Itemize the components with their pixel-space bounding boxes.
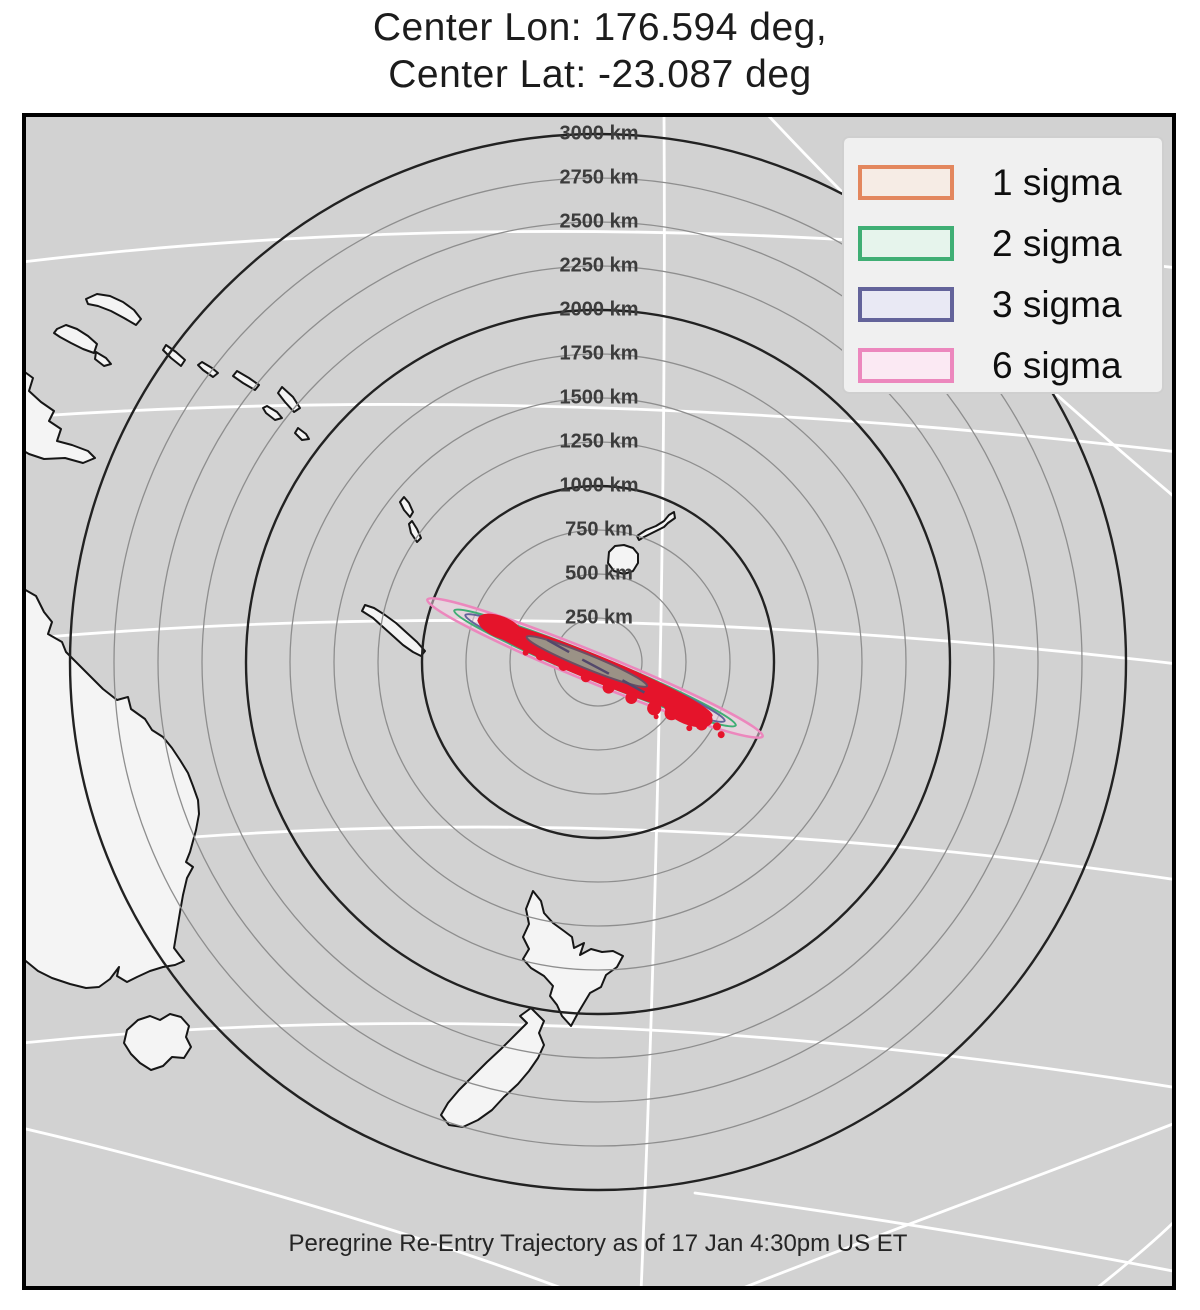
parallel-line (693, 1191, 1174, 1273)
legend-item: 6 sigma (858, 335, 1162, 396)
land-australia (22, 587, 200, 989)
land-santa-cruz-islands (294, 427, 310, 441)
scatter-dot (712, 722, 721, 731)
ring-labels: 250 km 500 km 750 km 1000 km 1250 km 1500 km 1… (560, 122, 639, 628)
range-ring-1500km (333, 397, 863, 927)
land-vanuatu (408, 520, 422, 543)
legend-swatch (858, 226, 954, 261)
legend-swatch (858, 348, 954, 383)
land-solomons (94, 351, 112, 367)
scatter-dot (664, 706, 679, 721)
range-ring-1750km (289, 353, 907, 971)
band-streak (546, 638, 570, 654)
parallel-line (1092, 1219, 1174, 1290)
parallel-line (22, 403, 1174, 453)
title-line-lon: Center Lon: 176.594 deg, (372, 6, 828, 49)
ring-label-1500km: 1500 km (560, 386, 639, 408)
legend-item-label: 6 sigma (992, 344, 1122, 386)
land-solomons (85, 293, 142, 326)
ring-label-1250km: 1250 km (560, 430, 639, 452)
scatter-dot (580, 672, 591, 683)
land-fiji-vanua-levu (636, 511, 676, 541)
land-santa-cruz-islands (277, 386, 301, 413)
range-rings (68, 132, 1128, 1192)
ring-label-1750km: 1750 km (560, 342, 639, 364)
meridian-line (22, 1126, 571, 1290)
range-ring-1000km (420, 484, 776, 840)
range-ring-2500km (157, 221, 1039, 1103)
ring-label-2000km: 2000 km (560, 298, 639, 320)
range-ring-750km (465, 529, 731, 795)
band-streak (581, 658, 610, 675)
meridian-line (734, 1122, 1174, 1290)
band-streaks (546, 638, 646, 694)
landmasses (22, 293, 676, 1128)
scatter-dot (522, 649, 529, 656)
scatter-dot (625, 691, 638, 704)
legend-swatch (858, 287, 954, 322)
scatter-blob (477, 613, 523, 641)
range-ring-500km (509, 573, 687, 751)
range-ring-1250km (377, 441, 819, 883)
land-new-caledonia (361, 604, 426, 657)
legend-item-label: 3 sigma (992, 283, 1122, 325)
dispersion-ellipses (426, 596, 764, 740)
ring-label-250km: 250 km (565, 606, 633, 628)
land-vanuatu (399, 496, 414, 518)
ring-label-750km: 750 km (565, 518, 633, 540)
land-santa-cruz-islands (262, 405, 283, 421)
map-frame (22, 113, 1176, 1290)
ring-label-1000km: 1000 km (560, 474, 639, 496)
legend-item-label: 1 sigma (992, 161, 1122, 203)
land-nz-south-island (440, 1007, 545, 1128)
scatter-dot (695, 718, 708, 731)
meridian-line (639, 113, 666, 1290)
legend-swatch (858, 165, 954, 200)
legend: 1 sigma 2 sigma 3 sigma 6 sigma (842, 136, 1164, 394)
legend-item: 1 sigma (858, 152, 1162, 213)
range-ring-2250km (201, 265, 995, 1059)
land-fiji-viti-levu (607, 544, 639, 575)
ring-label-3000km: 3000 km (560, 122, 639, 144)
land-santa-cruz-islands (197, 361, 219, 378)
legend-item: 2 sigma (858, 213, 1162, 274)
legend-item-label: 2 sigma (992, 222, 1122, 264)
scatter-dot (647, 701, 662, 716)
scatter-dot (653, 714, 659, 720)
ring-label-500km: 500 km (565, 562, 633, 584)
scatter-dot (558, 660, 569, 671)
ring-label-2250km: 2250 km (560, 254, 639, 276)
range-ring-2000km (244, 308, 952, 1016)
title-line-lat: Center Lat: -23.087 deg (388, 53, 812, 96)
land-tasmania (123, 1013, 192, 1071)
scatter-dot (717, 731, 725, 739)
legend-item: 3 sigma (858, 274, 1162, 335)
figure-title: Center Lon: 176.594 deg, Center Lat: -23… (0, 4, 1200, 98)
scatter-dot (602, 681, 615, 694)
ring-label-2500km: 2500 km (560, 210, 639, 232)
range-ring-2750km (113, 177, 1083, 1147)
scatter-dot (535, 650, 546, 661)
land-new-guinea-coast (22, 369, 96, 464)
land-solomons (53, 324, 98, 354)
land-santa-cruz-islands (162, 344, 186, 367)
land-santa-cruz-islands (232, 370, 260, 391)
scatter-dot (686, 725, 693, 732)
ring-label-2750km: 2750 km (560, 166, 639, 188)
range-ring-3000km (68, 132, 1128, 1192)
map-caption: Peregrine Re-Entry Trajectory as of 17 J… (288, 1230, 908, 1257)
band-streak (621, 679, 646, 694)
